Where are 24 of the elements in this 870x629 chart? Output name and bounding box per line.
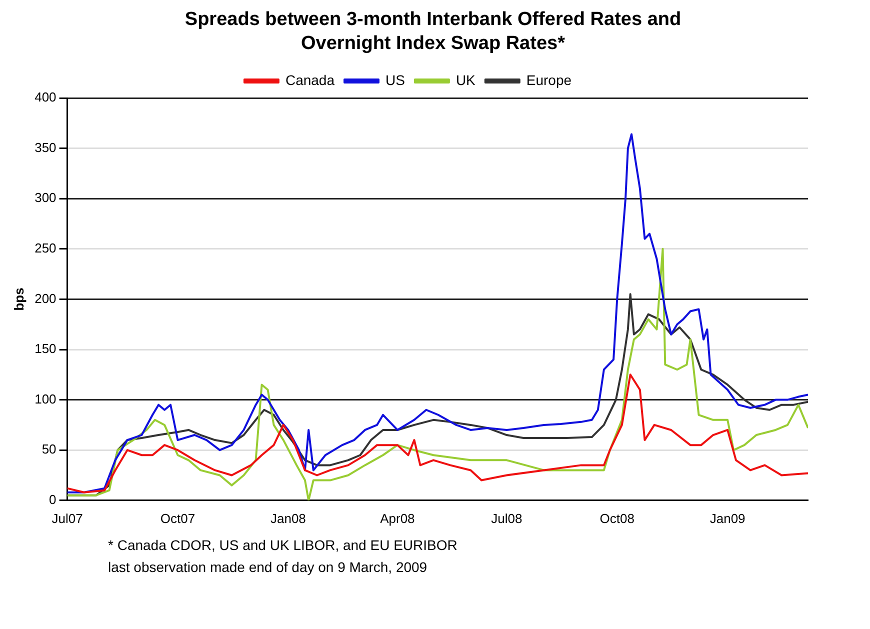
y-axis-title: bps xyxy=(11,288,26,311)
text: * Canada CDOR, US and UK LIBOR, and EU EURIBOR xyxy=(108,536,458,555)
legend-label: Europe xyxy=(526,72,572,88)
x-tick-label: Jan08 xyxy=(270,510,306,526)
x-tick-label: Jul07 xyxy=(52,510,83,526)
legend-label: US xyxy=(386,72,405,88)
y-tick-label: 350 xyxy=(34,140,56,155)
y-tick-label: 400 xyxy=(34,90,56,105)
y-tick-label: 0 xyxy=(49,492,56,507)
y-tick-label: 100 xyxy=(34,391,56,406)
y-tick-label: 150 xyxy=(34,341,56,356)
x-tick-label: Jan09 xyxy=(710,510,746,526)
y-tick-label: 300 xyxy=(34,190,56,206)
y-tick-label: 200 xyxy=(34,290,56,306)
x-tick-label: Apr08 xyxy=(380,510,415,526)
x-tick-label: Jul08 xyxy=(491,510,522,526)
chart-title: Spreads between 3-month Interbank Offered Rates and Overnight Index Swap Rates* xyxy=(184,8,682,56)
text: last observation made end of day on 9 March, 2009 xyxy=(108,558,428,577)
x-tick-label: Oct08 xyxy=(600,510,634,526)
legend-label: UK xyxy=(456,72,476,88)
y-tick-label: 250 xyxy=(34,240,56,256)
y-tick-label: 50 xyxy=(42,442,56,457)
x-tick-label: Oct07 xyxy=(160,510,196,526)
legend-label: Canada xyxy=(285,72,335,88)
